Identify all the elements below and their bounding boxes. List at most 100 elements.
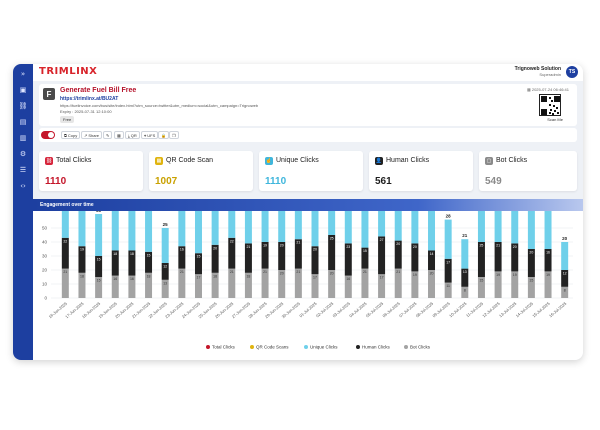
bot-data-label: 21 <box>263 270 267 274</box>
human-data-label: 14 <box>430 252 434 256</box>
human-clicks-bar <box>428 250 436 270</box>
bot-data-label: 16 <box>113 277 117 281</box>
duplicate-button[interactable]: ❐ <box>169 131 179 139</box>
bot-data-label: 21 <box>363 270 367 274</box>
created-date-text: 2025-07-24 06:46:41 <box>531 87 569 92</box>
edit-button[interactable]: ✎ <box>103 131 113 139</box>
dashboard-icon[interactable]: ▣ <box>19 86 27 94</box>
qr-module <box>556 107 558 109</box>
qr-code-scan-card: ▦ QR Code Scan 1007 <box>149 151 253 191</box>
calendar-icon: ▦ <box>526 87 532 92</box>
qr-module <box>553 105 555 107</box>
copy-button-label: Copy <box>67 132 78 138</box>
unique-clicks-bar <box>328 211 336 235</box>
unique-clicks-bar <box>544 211 552 249</box>
unique-clicks-bar <box>78 211 86 247</box>
bot-clicks-bar <box>244 272 252 298</box>
unique-clicks-bar <box>311 211 319 247</box>
chart-header: Engagement over time <box>33 199 583 211</box>
created-date: ▦ 2025-07-24 06:46:41 <box>527 87 569 92</box>
short-link[interactable]: https://trimlinx.at/BU2AT <box>60 96 119 102</box>
human-data-label: 16 <box>546 251 550 255</box>
human-clicks-bar <box>361 247 369 269</box>
lock-icon: 🔒 <box>161 132 166 138</box>
human-clicks-bar <box>411 243 419 272</box>
human-data-label: 16 <box>180 248 184 252</box>
human-data-label: 21 <box>246 245 250 249</box>
bot-clicks-value: 549 <box>485 176 502 187</box>
unique-clicks-label: Unique Clicks <box>276 157 319 164</box>
list-icon[interactable]: ☰ <box>19 166 27 174</box>
total-data-label: 25 <box>163 222 169 227</box>
unique-clicks-bar <box>95 214 103 256</box>
code-icon[interactable]: ‹› <box>20 182 26 190</box>
tag-badge: Free <box>60 116 75 123</box>
human-clicks-value: 561 <box>375 176 392 187</box>
qr-module <box>549 97 551 99</box>
engagement-chart: 0102030405043222116-Jun-202537191817-Jun… <box>42 211 573 350</box>
legend-marker <box>206 345 210 349</box>
bot-clicks-bar <box>78 272 86 298</box>
human-clicks-bar <box>461 268 469 287</box>
qr-module <box>551 100 553 102</box>
bot-data-label: 21 <box>396 270 400 274</box>
bot-clicks-bar <box>544 271 552 298</box>
bot-data-label: 17 <box>197 276 201 280</box>
bot-data-label: 18 <box>147 274 151 278</box>
download-qr-button[interactable]: ⤓ QR <box>125 131 140 139</box>
human-data-label: 19 <box>80 248 84 252</box>
bot-data-label: 15 <box>479 279 483 283</box>
share-button[interactable]: ↗ Share <box>81 131 103 139</box>
link-icon[interactable]: ⛓ <box>18 102 28 110</box>
x-tick-label: 30-Jun-2025 <box>281 300 302 319</box>
edit-icon: ✎ <box>106 132 110 138</box>
collapse-icon[interactable]: » <box>20 70 26 78</box>
bot-clicks-bar <box>278 270 286 298</box>
bot-clicks-bar <box>561 286 569 298</box>
brand-logo[interactable]: TRIMLINX <box>39 66 97 77</box>
bot-clicks-bar <box>378 274 386 298</box>
bot-clicks-icon: ▢ <box>485 157 493 165</box>
unique-clicks-bar <box>344 211 352 244</box>
logo-text: TRIMLINX <box>39 66 98 77</box>
file-icon[interactable]: ▤ <box>19 118 27 126</box>
bot-clicks-bar <box>428 270 436 298</box>
report-icon[interactable]: ▥ <box>19 134 27 142</box>
bot-data-label: 13 <box>163 281 167 285</box>
lock-button[interactable]: 🔒 <box>158 131 169 139</box>
qr-button[interactable]: ▦ <box>114 131 124 139</box>
human-clicks-bar <box>194 253 202 275</box>
total-clicks-icon: ⛓ <box>45 157 53 165</box>
expiry-date: Expiry : 2025-07-31 12:10:00 <box>60 109 112 114</box>
human-data-label: 20 <box>529 251 533 255</box>
share-icon: ↗ <box>84 132 88 138</box>
bot-clicks-bar <box>344 275 352 298</box>
human-data-label: 19 <box>263 244 267 248</box>
y-tick-label: 0 <box>44 296 47 301</box>
qr-code[interactable] <box>539 94 561 116</box>
unique-clicks-bar <box>111 211 119 251</box>
human-clicks-bar <box>178 246 186 269</box>
qr-module <box>554 96 560 102</box>
unique-clicks-bar <box>61 211 69 238</box>
qr-code-scan-label: QR Code Scan <box>166 157 214 164</box>
settings-icon[interactable]: ⚙ <box>19 150 27 158</box>
user-info[interactable]: Trignoweb Solution Superadmin <box>515 66 561 77</box>
active-toggle[interactable] <box>41 131 55 139</box>
human-data-label: 25 <box>330 237 334 241</box>
user-role: Superadmin <box>539 72 561 77</box>
human-data-label: 25 <box>479 244 483 248</box>
bot-data-label: 8 <box>464 288 466 292</box>
unique-clicks-card: ☝ Unique Clicks 1110 <box>259 151 363 191</box>
bot-data-label: 17 <box>313 276 317 280</box>
avatar[interactable]: TS <box>566 66 578 78</box>
bot-clicks-bar <box>178 268 186 298</box>
human-data-label: 15 <box>363 249 367 253</box>
unique-clicks-bar <box>194 211 202 254</box>
human-data-label: 15 <box>197 255 201 259</box>
qr-code-scan-icon: ▦ <box>155 157 163 165</box>
bot-data-label: 16 <box>130 277 134 281</box>
copy-button[interactable]: ⧉ Copy <box>61 131 81 139</box>
ufe-button[interactable]: ⌖ UFS <box>141 131 159 139</box>
unique-clicks-bar <box>361 211 369 248</box>
